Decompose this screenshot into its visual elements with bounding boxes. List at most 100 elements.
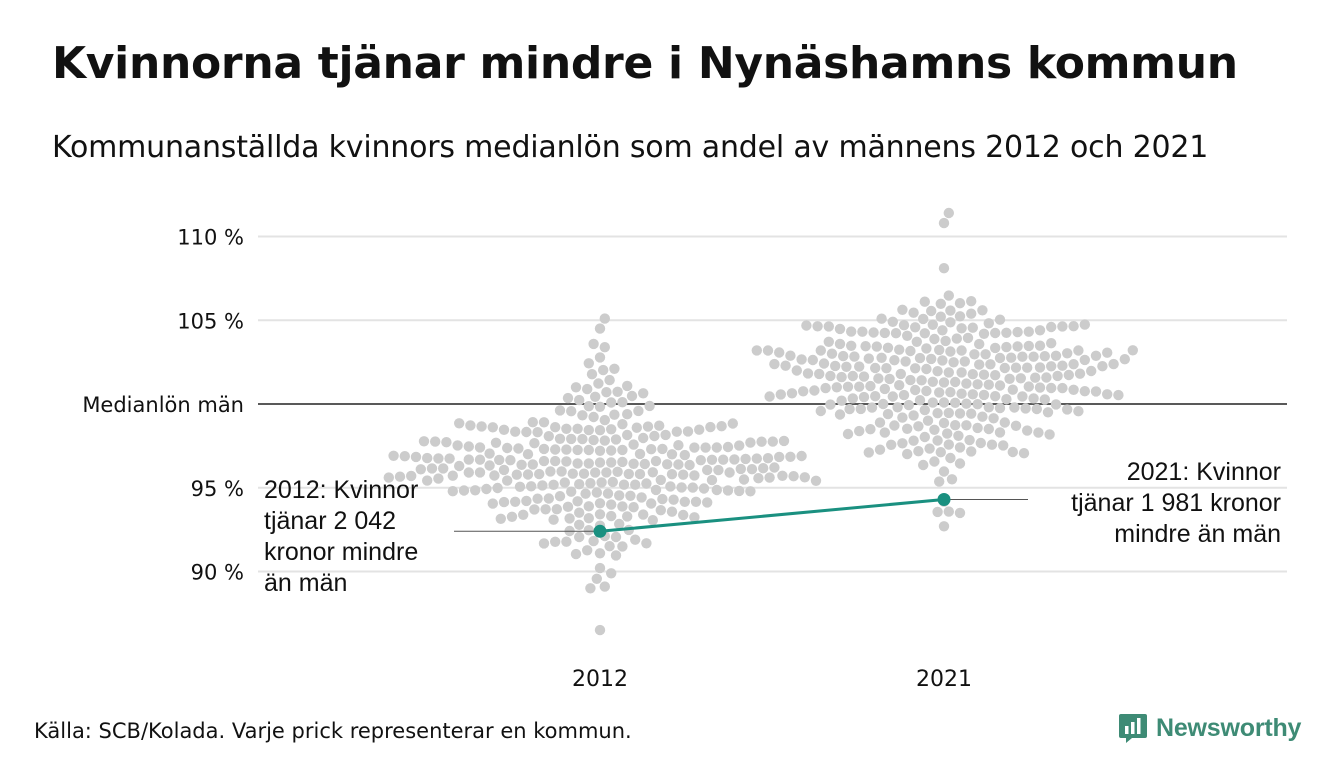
dot-2012-83 bbox=[646, 444, 657, 455]
dot-2012-206 bbox=[599, 414, 610, 426]
dot-2012-193 bbox=[727, 418, 738, 429]
dot-2021-174 bbox=[1023, 340, 1034, 352]
dot-2021-159 bbox=[882, 408, 894, 420]
dot-2021-154 bbox=[815, 345, 826, 356]
dot-2012-125 bbox=[778, 435, 790, 447]
dot-2012-10 bbox=[538, 455, 550, 467]
dot-2021-164 bbox=[921, 343, 932, 354]
dot-2012-213 bbox=[540, 504, 551, 515]
dot-2012-241 bbox=[617, 397, 628, 408]
dot-2012-101 bbox=[738, 474, 750, 485]
dot-2012-244 bbox=[574, 394, 585, 406]
dot-2021-57 bbox=[1102, 389, 1113, 400]
dot-2012-179 bbox=[550, 422, 561, 433]
dot-2021-172 bbox=[860, 341, 871, 352]
dot-2012-144 bbox=[481, 483, 492, 495]
dot-2012-221 bbox=[566, 406, 577, 417]
dot-2021-15 bbox=[1023, 381, 1034, 392]
dot-2021-286 bbox=[954, 507, 966, 519]
dot-2021-125 bbox=[849, 351, 860, 362]
dot-2021-87 bbox=[974, 359, 985, 370]
dot-2021-191 bbox=[1010, 420, 1022, 431]
dot-2012-177 bbox=[631, 422, 642, 433]
y-tick-label-1: 95 % bbox=[191, 477, 244, 501]
dot-2021-81 bbox=[847, 393, 858, 404]
dot-2012-223 bbox=[594, 509, 606, 520]
dot-2021-116 bbox=[994, 352, 1006, 364]
dot-2021-206 bbox=[990, 327, 1001, 339]
dot-2012-180 bbox=[705, 421, 716, 433]
dot-2012-52 bbox=[556, 466, 567, 477]
dot-2012-242 bbox=[614, 518, 625, 530]
dot-2012-35 bbox=[438, 463, 449, 474]
dot-2021-277 bbox=[918, 459, 929, 471]
dot-2012-146 bbox=[649, 430, 660, 442]
dot-2012-28 bbox=[751, 453, 762, 464]
dot-2021-265 bbox=[926, 305, 937, 317]
dot-2012-186 bbox=[657, 493, 668, 505]
dot-2021-270 bbox=[945, 452, 956, 464]
dot-2021-30 bbox=[879, 383, 890, 395]
dot-2021-184 bbox=[823, 336, 834, 347]
dot-2021-204 bbox=[919, 328, 930, 339]
dot-2012-139 bbox=[638, 432, 649, 444]
dot-2021-122 bbox=[866, 402, 878, 413]
dot-2021-17 bbox=[1030, 372, 1041, 383]
dot-2012-84 bbox=[788, 471, 799, 482]
dot-2012-250 bbox=[583, 525, 594, 536]
dot-2021-92 bbox=[769, 358, 780, 370]
dot-2012-49 bbox=[666, 449, 678, 460]
dot-2021-63 bbox=[910, 363, 921, 374]
dot-2021-276 bbox=[954, 458, 966, 469]
dot-2021-242 bbox=[887, 316, 898, 327]
dot-2021-186 bbox=[940, 335, 951, 347]
dot-2021-99 bbox=[959, 356, 970, 367]
dot-2021-59 bbox=[978, 389, 990, 401]
dot-2021-264 bbox=[1018, 448, 1030, 459]
dot-2012-269 bbox=[604, 541, 615, 552]
dot-2012-222 bbox=[633, 405, 644, 417]
dot-2012-138 bbox=[514, 481, 526, 492]
dot-2012-133 bbox=[577, 433, 588, 445]
dot-2012-45 bbox=[498, 464, 510, 476]
dot-2012-214 bbox=[529, 504, 540, 515]
dot-2012-99 bbox=[433, 473, 444, 484]
dot-2021-93 bbox=[836, 395, 847, 406]
dot-2012-18 bbox=[494, 454, 505, 466]
dot-2012-247 bbox=[590, 391, 601, 402]
dot-2021-10 bbox=[884, 373, 895, 385]
dot-2021-227 bbox=[910, 322, 921, 333]
dot-2012-39 bbox=[735, 463, 746, 475]
dot-2021-76 bbox=[841, 361, 852, 372]
dot-2012-25 bbox=[454, 460, 465, 472]
dot-2012-93 bbox=[689, 442, 700, 453]
dot-2012-102 bbox=[734, 440, 745, 451]
dot-2012-19 bbox=[706, 454, 718, 465]
dot-2012-43 bbox=[415, 464, 426, 475]
dot-2012-217 bbox=[609, 409, 620, 420]
dot-2012-111 bbox=[607, 476, 618, 488]
dot-2021-212 bbox=[879, 427, 890, 438]
dot-2021-223 bbox=[953, 430, 964, 441]
dot-2012-210 bbox=[628, 502, 639, 513]
dot-2021-226 bbox=[919, 431, 930, 443]
highlight-line bbox=[599, 497, 945, 533]
annotation-2021-line-2: mindre än män bbox=[1114, 520, 1281, 548]
dot-2012-77 bbox=[489, 470, 500, 481]
dot-2021-139 bbox=[980, 349, 991, 360]
dot-2021-278 bbox=[943, 290, 954, 301]
dot-2012-182 bbox=[642, 421, 654, 432]
dot-2012-231 bbox=[689, 512, 700, 523]
dot-2012-135 bbox=[665, 481, 676, 492]
dot-2021-149 bbox=[932, 408, 943, 419]
dot-2021-73 bbox=[1021, 362, 1033, 373]
dot-2021-280 bbox=[946, 474, 958, 485]
beeswarm-chart: 90 % 95 % Medianlön män 105 % 110 % 2012: Kv… bbox=[82, 207, 1287, 692]
dot-2021-74 bbox=[1034, 362, 1046, 373]
dot-2021-267 bbox=[977, 305, 988, 316]
dot-2012-104 bbox=[655, 474, 666, 486]
dot-2012-263 bbox=[561, 536, 572, 547]
dot-2012-12 bbox=[527, 459, 538, 470]
dot-2021-79 bbox=[1097, 361, 1108, 372]
dot-2012-235 bbox=[495, 513, 506, 524]
